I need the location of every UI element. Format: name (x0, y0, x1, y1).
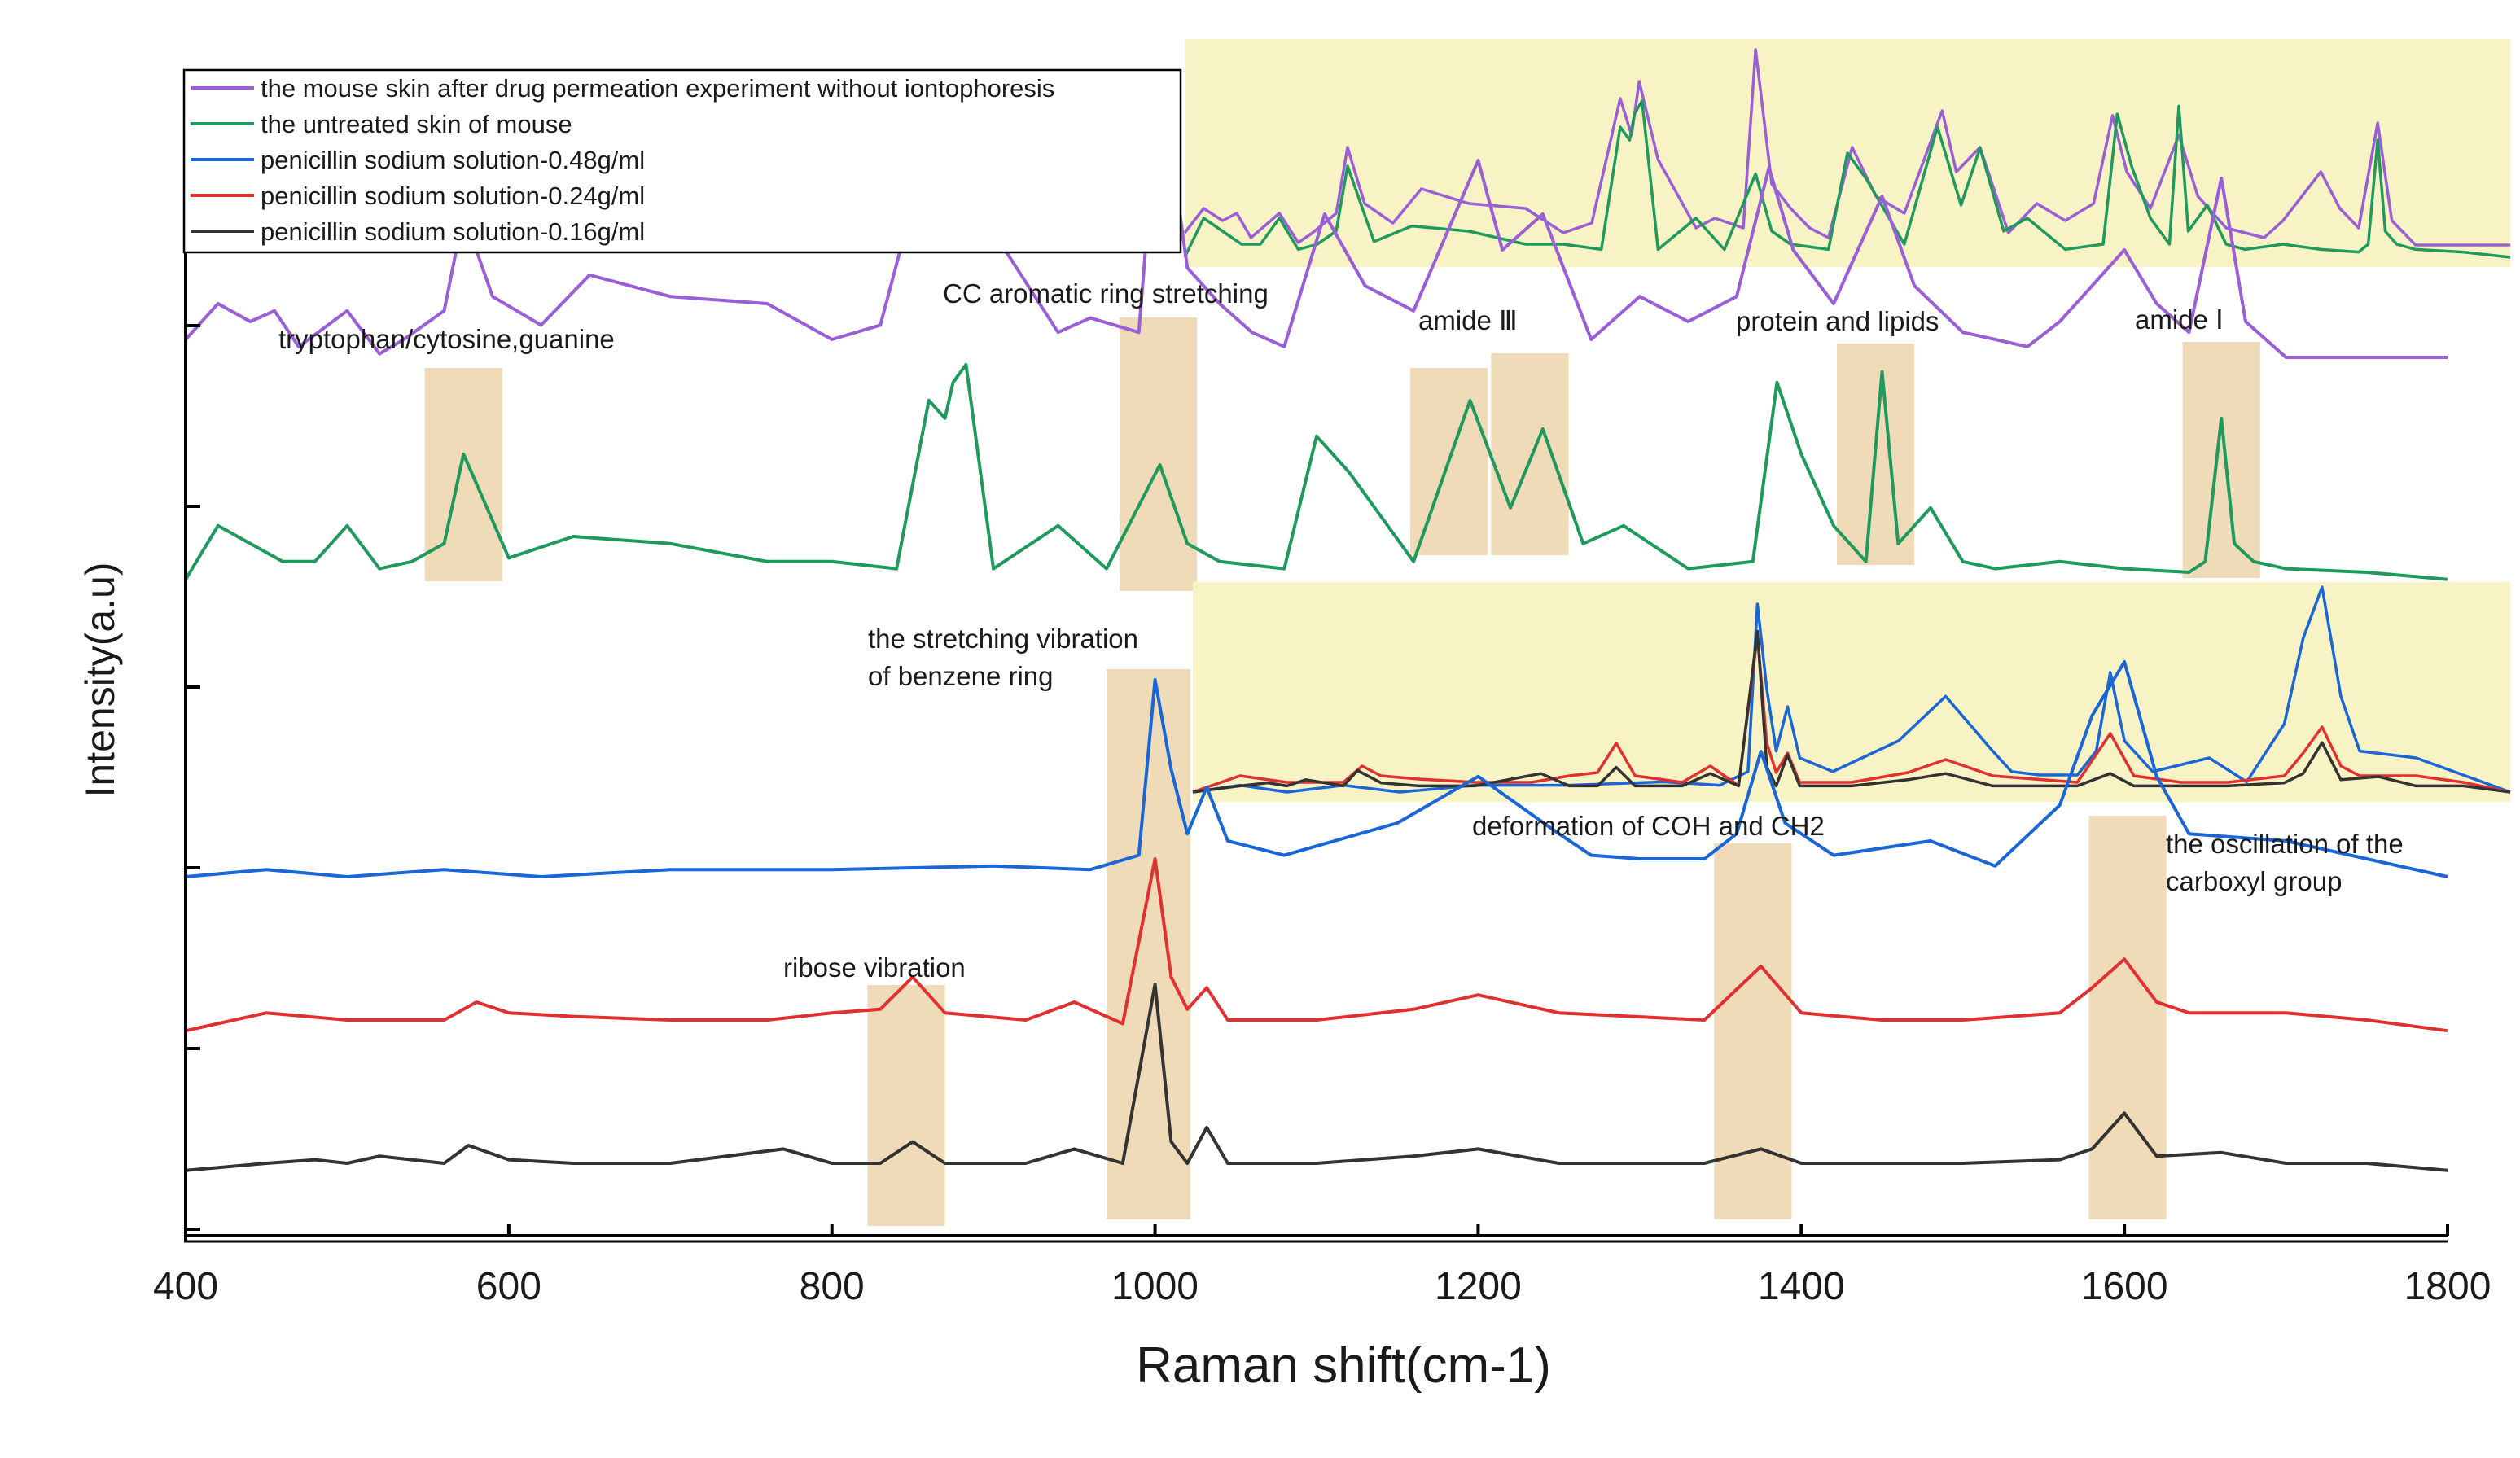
axis-labels: Raman shift(cm-1) Intensity(a.u) (77, 562, 1551, 1394)
x-tick-label: 1400 (1758, 1265, 1845, 1308)
annotation-coh-ch2: deformation of COH and CH2 (1472, 811, 1825, 841)
legend-label: the mouse skin after drug permeation exp… (261, 74, 1054, 103)
annotation-cc-ring: CC aromatic ring stretching (943, 278, 1269, 309)
highlight-band (1119, 317, 1198, 591)
inset-solution-lines (1192, 585, 2511, 794)
inset-skin-lines (1183, 48, 2511, 259)
annotation-tryptophan: tryptophan/cytosine,guanine (278, 324, 615, 354)
series-line (185, 857, 2448, 1033)
annotation-carboxyl-line2: carboxyl group (2166, 866, 2342, 896)
highlight-band (2182, 342, 2260, 578)
x-tick-label: 1600 (2081, 1265, 2168, 1308)
y-ticks (186, 324, 200, 1231)
series-line (185, 983, 2448, 1172)
x-tick-label: 1800 (2404, 1265, 2492, 1308)
annotation-carboxyl-line1: the oscillation of the (2166, 829, 2404, 859)
axes: 400 600 800 1000 1200 1400 1600 1800 (153, 244, 2491, 1308)
highlight-band (1714, 843, 1792, 1219)
x-tick-label: 1200 (1435, 1265, 1522, 1308)
annotations: tryptophan/cytosine,guanine CC aromatic … (278, 278, 2404, 983)
x-tick-label: 1000 (1111, 1265, 1199, 1308)
insets (1183, 39, 2511, 802)
annotation-amide1: amide Ⅰ (2135, 304, 2224, 335)
annotation-benzene-line2: of benzene ring (868, 661, 1054, 691)
legend-label: penicillin sodium solution-0.48g/ml (261, 146, 645, 174)
inset-series-line (1183, 99, 2511, 259)
inset-series-line (1192, 629, 2511, 794)
x-axis-title: Raman shift(cm-1) (1136, 1338, 1551, 1394)
annotation-protein-lipids: protein and lipids (1736, 306, 1939, 336)
series-line (185, 660, 2448, 878)
highlight-band (2088, 816, 2167, 1219)
series-line (184, 362, 2448, 581)
x-tick-label: 800 (800, 1265, 865, 1308)
highlight-band (867, 985, 945, 1226)
annotation-ribose: ribose vibration (783, 952, 966, 983)
y-axis-title: Intensity(a.u) (77, 562, 123, 797)
x-tick-label: 400 (153, 1265, 218, 1308)
inset-series-line (1192, 634, 2511, 794)
annotation-benzene-line1: the stretching vibration (868, 624, 1138, 654)
legend-items: the mouse skin after drug permeation exp… (191, 74, 1054, 246)
legend-label: penicillin sodium solution-0.24g/ml (261, 182, 645, 210)
legend-box (182, 68, 1182, 254)
x-tick-label: 600 (476, 1265, 541, 1308)
highlight-band (1491, 353, 1569, 555)
legend-label: the untreated skin of mouse (261, 110, 572, 138)
inset-series-line (1192, 585, 2511, 794)
annotation-amide3: amide Ⅲ (1418, 305, 1518, 335)
inset-series-line (1183, 48, 2510, 247)
legend: the mouse skin after drug permeation exp… (182, 68, 1182, 254)
legend-label: penicillin sodium solution-0.16g/ml (261, 217, 645, 246)
x-ticks: 400 600 800 1000 1200 1400 1600 1800 (153, 1224, 2491, 1308)
